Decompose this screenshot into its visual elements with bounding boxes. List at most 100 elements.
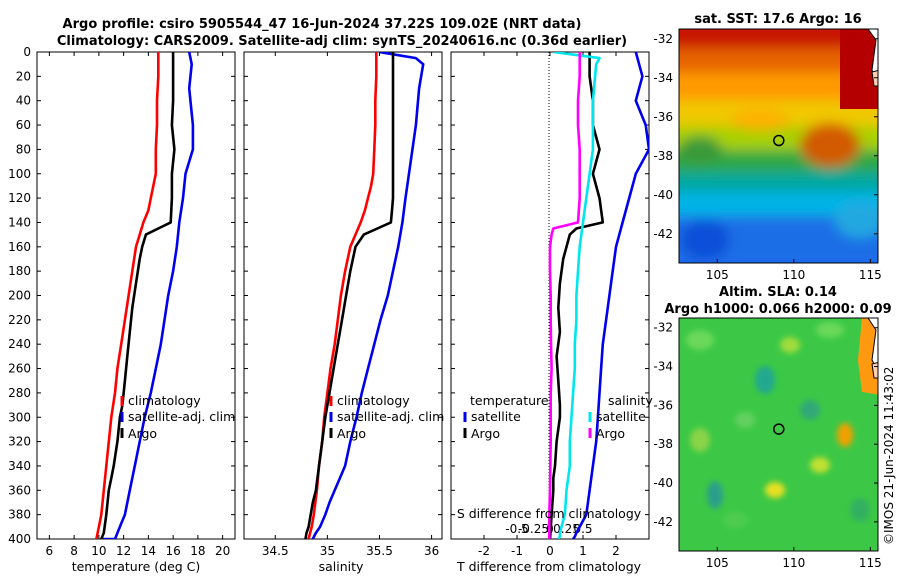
y-tick-label: 200 bbox=[8, 289, 31, 303]
sla-land-patch bbox=[871, 361, 878, 379]
map-y-tick-label: -36 bbox=[653, 110, 673, 124]
temperature-lines bbox=[95, 52, 195, 539]
map-y-tick-label: -42 bbox=[653, 515, 673, 529]
sla-map-title: Altim. SLA: 0.14 bbox=[719, 285, 837, 300]
salinity-diff-legend: salinity satellite Argo bbox=[588, 393, 653, 441]
sla-map-ticks: 105 110 115 -32 -34 -36 -38 -40 -42 bbox=[653, 321, 881, 570]
sla-map-frame bbox=[678, 317, 879, 552]
series-salinity-satellite bbox=[553, 52, 601, 539]
legend-label-satellite: satellite-adj. clim bbox=[337, 409, 444, 424]
title-line2: Climatology: CARS2009. Satellite-adj cli… bbox=[57, 34, 627, 49]
series-salinity-argo bbox=[547, 52, 582, 539]
y-tick-label: 100 bbox=[8, 167, 31, 181]
difference-xlabel2: S difference from climatology bbox=[457, 506, 642, 521]
x-tick-label: 2 bbox=[612, 544, 620, 558]
legend-label-s-satellite: satellite bbox=[596, 409, 646, 424]
sst-map-frame bbox=[678, 28, 879, 264]
legend-title-salinity: salinity bbox=[608, 393, 653, 408]
map-y-tick-label: -36 bbox=[653, 398, 673, 412]
series-argo bbox=[100, 52, 176, 539]
series-argo bbox=[304, 52, 395, 539]
map-y-tick-label: -32 bbox=[653, 32, 673, 46]
map-x-tick-label: 105 bbox=[706, 556, 729, 570]
legend-label-t-satellite: satellite bbox=[471, 409, 521, 424]
sst-argo-marker bbox=[773, 134, 785, 147]
temperature-panel: 0 20 40 60 80 100 120 140 160 180 200 220 240 260 280 3… bbox=[8, 45, 236, 574]
sst-map-ticks: 105 110 115 -32 -34 -36 -38 -40 -42 bbox=[653, 32, 881, 282]
salinity-panel: 34.5 35 35.5 36 salinity climatology satell… bbox=[243, 51, 444, 574]
temperature-ticks: 0 20 40 60 80 100 120 140 160 180 200 220 240 260 280 3… bbox=[8, 45, 235, 558]
series-temperature-satellite bbox=[572, 52, 649, 539]
legend-label-satellite: satellite-adj. clim bbox=[128, 409, 235, 424]
sla-colour-field bbox=[686, 322, 870, 528]
y-tick-label: 360 bbox=[8, 483, 31, 497]
y-tick-label: 160 bbox=[8, 240, 31, 254]
map-x-tick-label: 115 bbox=[859, 556, 882, 570]
sla-map-subtitle: Argo h1000: 0.066 h2000: 0.09 bbox=[664, 302, 891, 317]
salinity-axes-frame bbox=[243, 51, 443, 540]
legend-label-climatology: climatology bbox=[337, 393, 410, 408]
series-satellite-adj-clim bbox=[311, 52, 425, 539]
x-tick-label: 12 bbox=[116, 544, 131, 558]
series-climatology bbox=[95, 52, 160, 539]
salinity-xlabel: salinity bbox=[319, 559, 364, 574]
salinity-ticks: 34.5 35 35.5 36 bbox=[244, 51, 442, 558]
x-tick-label: 36 bbox=[424, 544, 439, 558]
x-tick-label: 16 bbox=[165, 544, 180, 558]
y-tick-label: 240 bbox=[8, 337, 31, 351]
sla-shelf bbox=[858, 318, 878, 395]
series-satellite-adj-clim bbox=[102, 52, 195, 539]
temperature-legend: climatology satellite-adj. clim Argo bbox=[120, 393, 235, 441]
legend-label-climatology: climatology bbox=[128, 393, 201, 408]
y-tick-label: 140 bbox=[8, 215, 31, 229]
x-tick-label: 1 bbox=[579, 544, 587, 558]
legend-label-argo: Argo bbox=[337, 426, 366, 441]
salinity-lines bbox=[304, 52, 425, 539]
x-tick-label: 18 bbox=[190, 544, 205, 558]
imos-watermark: ©IMOS 21-Jun-2024 11:43:02 bbox=[882, 367, 896, 545]
map-x-tick-label: 110 bbox=[782, 268, 805, 282]
map-y-tick-label: -40 bbox=[653, 476, 673, 490]
y-tick-label: 380 bbox=[8, 508, 31, 522]
salinity-legend: climatology satellite-adj. clim Argo bbox=[329, 393, 444, 441]
sst-map-field bbox=[679, 29, 878, 263]
x-tick-label: 14 bbox=[141, 544, 156, 558]
x2-tick-label: -0.25 bbox=[518, 522, 549, 536]
y-tick-label: 40 bbox=[16, 94, 31, 108]
title-line1: Argo profile: csiro 5905544_47 16-Jun-20… bbox=[63, 17, 582, 32]
legend-title-temperature: temperature bbox=[470, 393, 549, 408]
map-x-tick-label: 105 bbox=[706, 268, 729, 282]
x-tick-label: 10 bbox=[91, 544, 106, 558]
x-tick-label: 34.5 bbox=[262, 544, 289, 558]
y-tick-label: 0 bbox=[23, 45, 31, 59]
x-tick-label: -1 bbox=[511, 544, 523, 558]
temperature-xlabel: temperature (deg C) bbox=[72, 559, 201, 574]
x-tick-label: 20 bbox=[215, 544, 230, 558]
temperature-diff-legend: temperature satellite Argo bbox=[463, 393, 549, 441]
difference-panel: -2 -1 0 1 2-0.5-0.250 0.250.5 T difference fr… bbox=[450, 51, 653, 574]
difference-xlabel: T difference from climatology bbox=[456, 559, 642, 574]
x-tick-label: 35 bbox=[320, 544, 335, 558]
y-tick-label: 60 bbox=[16, 118, 31, 132]
x-tick-label: 6 bbox=[46, 544, 54, 558]
map-x-tick-label: 110 bbox=[782, 556, 805, 570]
x-tick-label: -2 bbox=[478, 544, 490, 558]
difference-lines bbox=[547, 52, 649, 539]
x-tick-label: 8 bbox=[70, 544, 78, 558]
x2-tick-label: 0.5 bbox=[573, 522, 592, 536]
map-y-tick-label: -34 bbox=[653, 360, 673, 374]
y-tick-label: 80 bbox=[16, 142, 31, 156]
map-y-tick-label: -42 bbox=[653, 227, 673, 241]
map-y-tick-label: -38 bbox=[653, 437, 673, 451]
legend-label-argo: Argo bbox=[128, 426, 157, 441]
y-tick-label: 20 bbox=[16, 69, 31, 83]
legend-label-t-argo: Argo bbox=[471, 426, 500, 441]
y-tick-label: 320 bbox=[8, 435, 31, 449]
map-y-tick-label: -38 bbox=[653, 149, 673, 163]
sla-map-panel: Altim. SLA: 0.14 Argo h1000: 0.066 h2000… bbox=[653, 285, 891, 570]
y-tick-label: 280 bbox=[8, 386, 31, 400]
map-x-tick-label: 115 bbox=[859, 268, 882, 282]
y-tick-label: 400 bbox=[8, 532, 31, 546]
sst-map-title: sat. SST: 17.6 Argo: 16 bbox=[694, 12, 861, 27]
